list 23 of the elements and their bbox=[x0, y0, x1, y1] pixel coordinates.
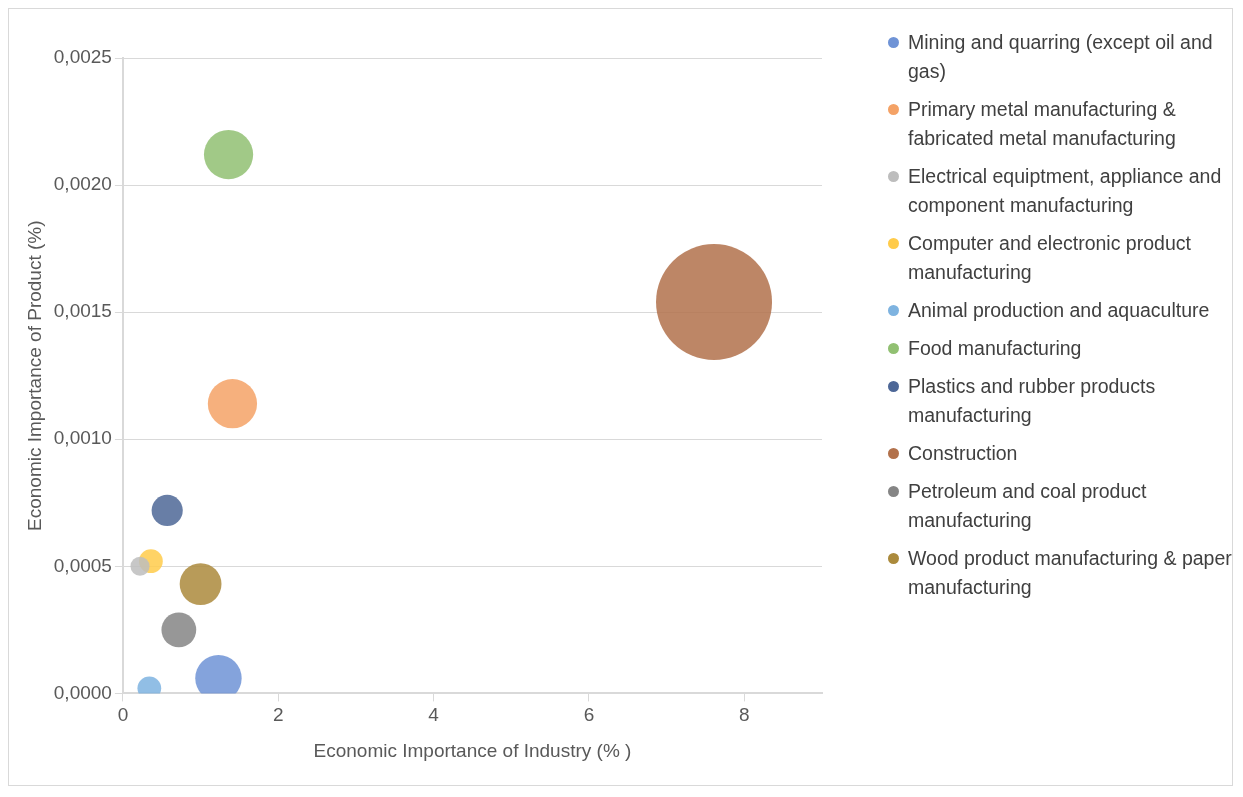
legend-label: Animal production and aquaculture bbox=[908, 299, 1210, 321]
legend-label: Construction bbox=[908, 442, 1018, 464]
legend-label: Primary metal manufacturing & fabricated metal manufacturing bbox=[908, 98, 1176, 149]
x-tick-label: 8 bbox=[739, 704, 750, 726]
y-tick-label: 0,0000 bbox=[53, 681, 112, 703]
y-tick-label: 0,0025 bbox=[53, 46, 112, 68]
y-tick-label: 0,0015 bbox=[53, 300, 112, 322]
x-tick-label: 2 bbox=[272, 704, 284, 726]
y-tick-label: 0,0005 bbox=[53, 554, 112, 576]
legend-label: Wood product manufacturing & paper manufacturing bbox=[908, 547, 1232, 598]
legend-label: Mining and quarring (except oil and gas) bbox=[908, 31, 1213, 82]
legend-label: Electrical equiptment, appliance and component manufacturing bbox=[908, 165, 1222, 216]
y-tick-label: 0,0010 bbox=[53, 427, 112, 449]
x-axis-title: Economic Importance of Industry (% ) bbox=[313, 739, 632, 761]
x-tick-label: 6 bbox=[583, 704, 595, 726]
x-tick-label: 0 bbox=[117, 704, 129, 726]
legend-label: Computer and electronic product manufacturing bbox=[908, 232, 1191, 283]
legend-label: Petroleum and coal product manufacturing bbox=[908, 480, 1147, 531]
y-tick-label: 0,0020 bbox=[53, 173, 112, 195]
x-tick-label: 4 bbox=[428, 704, 440, 726]
y-axis-title: Economic Importance of Product (%) bbox=[23, 220, 45, 531]
legend-label: Plastics and rubber products manufacturing bbox=[908, 375, 1156, 426]
legend-label: Food manufacturing bbox=[908, 337, 1082, 359]
